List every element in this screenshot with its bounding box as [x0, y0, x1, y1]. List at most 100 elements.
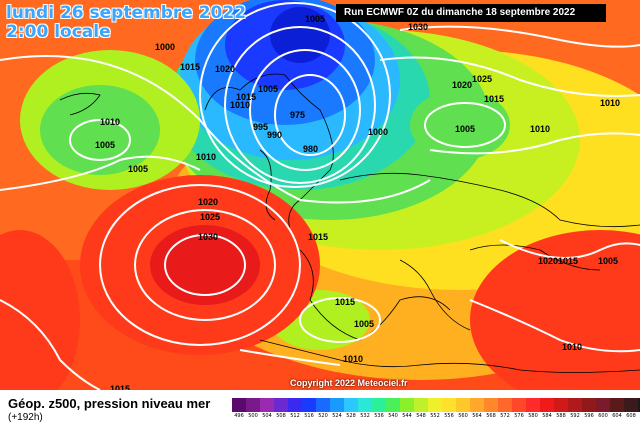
- scale-swatch: [512, 398, 526, 412]
- scale-swatch: [526, 398, 540, 412]
- isobar-label: 1030: [408, 22, 428, 32]
- scale-swatch: [624, 398, 638, 412]
- scale-value-label: 560: [458, 413, 468, 419]
- scale-value-label: 604: [612, 413, 622, 419]
- scale-value-label: 508: [276, 413, 286, 419]
- scale-value-label: 572: [500, 413, 510, 419]
- scale-value-label: 600: [598, 413, 608, 419]
- scale-value-label: 516: [304, 413, 314, 419]
- scale-value-label: 532: [360, 413, 370, 419]
- scale-value-label: 524: [332, 413, 342, 419]
- isobar-label: 990: [267, 130, 282, 140]
- isobar-label: 1010: [196, 152, 216, 162]
- isobar-label: 1020: [198, 197, 218, 207]
- isobar-label: 1015: [110, 384, 130, 390]
- color-scale: [232, 398, 640, 412]
- isobar-label: 1020: [215, 64, 235, 74]
- scale-value-label: 608: [626, 413, 636, 419]
- scale-swatch: [260, 398, 274, 412]
- scale-swatch: [638, 398, 640, 412]
- scale-value-label: 556: [444, 413, 454, 419]
- scale-swatch: [344, 398, 358, 412]
- scale-swatch: [246, 398, 260, 412]
- scale-value-label: 564: [472, 413, 482, 419]
- isobar-label: 1005: [354, 319, 374, 329]
- scale-swatch: [442, 398, 456, 412]
- scale-value-label: 568: [486, 413, 496, 419]
- scale-swatch: [372, 398, 386, 412]
- scale-swatch: [470, 398, 484, 412]
- scale-swatch: [414, 398, 428, 412]
- scale-swatch: [610, 398, 624, 412]
- scale-swatch: [456, 398, 470, 412]
- isobar-label: 1005: [258, 84, 278, 94]
- map-canvas: 1005 1000 1010 1015 1020 1005 975 995 99…: [0, 0, 640, 390]
- scale-swatch: [498, 398, 512, 412]
- scale-swatch: [540, 398, 554, 412]
- scale-swatch: [274, 398, 288, 412]
- scale-value-label: 500: [248, 413, 258, 419]
- scale-value-label: 540: [388, 413, 398, 419]
- scale-value-label: 504: [262, 413, 272, 419]
- scale-swatch: [400, 398, 414, 412]
- isobar-label: 1030: [198, 232, 218, 242]
- scale-value-label: 596: [584, 413, 594, 419]
- scale-swatch: [428, 398, 442, 412]
- isobar-label: 1005: [598, 256, 618, 266]
- isobar-label: 1020: [538, 256, 558, 266]
- scale-value-label: 592: [570, 413, 580, 419]
- scale-swatch: [582, 398, 596, 412]
- scale-swatch: [554, 398, 568, 412]
- scale-swatch: [386, 398, 400, 412]
- isobar-label: 1005: [305, 14, 325, 24]
- isobar-label: 1005: [95, 140, 115, 150]
- legend-title: Géop. z500, pression niveau mer: [8, 396, 211, 411]
- scale-value-label: 580: [528, 413, 538, 419]
- scale-value-label: 584: [542, 413, 552, 419]
- scale-value-label: 520: [318, 413, 328, 419]
- isobar-label: 1015: [308, 232, 328, 242]
- isobar-label: 1015: [236, 92, 256, 102]
- isobar-label: 1010: [100, 117, 120, 127]
- scale-swatch: [484, 398, 498, 412]
- isobar-label: 975: [290, 110, 305, 120]
- isobar-label: 1025: [200, 212, 220, 222]
- scale-value-label: 496: [234, 413, 244, 419]
- scale-value-label: 528: [346, 413, 356, 419]
- scale-value-label: 548: [416, 413, 426, 419]
- isobar-label: 1000: [368, 127, 388, 137]
- isobar-label: 1015: [484, 94, 504, 104]
- isobar-label: 1010: [562, 342, 582, 352]
- forecast-date: lundi 26 septembre 2022: [6, 3, 247, 23]
- isobar-label: 1015: [558, 256, 578, 266]
- color-scale-labels: 496 500 504 508 512 516 520 524 528 532 536 540 544 5…: [232, 413, 640, 419]
- isobar-label: 995: [253, 122, 268, 132]
- scale-swatch: [232, 398, 246, 412]
- scale-swatch: [568, 398, 582, 412]
- copyright-notice: Copyright 2022 Meteociel.fr: [290, 378, 408, 388]
- weather-map: 1005 1000 1010 1015 1020 1005 975 995 99…: [0, 0, 640, 390]
- isobar-label: 1005: [455, 124, 475, 134]
- forecast-time: 2:00 locale: [6, 22, 111, 42]
- isobar-label: 980: [303, 144, 318, 154]
- isobar-label: 1010: [343, 354, 363, 364]
- run-info-box: Run ECMWF 0Z du dimanche 18 septembre 20…: [336, 4, 606, 22]
- scale-value-label: 512: [290, 413, 300, 419]
- scale-swatch: [302, 398, 316, 412]
- isobar-label: 1015: [335, 297, 355, 307]
- forecast-date-title: lundi 26 septembre 2022 2:00 locale: [6, 4, 246, 42]
- low-pressure-core: [270, 7, 330, 63]
- isobar-label: 1010: [530, 124, 550, 134]
- scale-value-label: 576: [514, 413, 524, 419]
- scale-value-label: 536: [374, 413, 384, 419]
- isobar-label: 1015: [180, 62, 200, 72]
- isobar-label: 1000: [155, 42, 175, 52]
- isobar-label: 1005: [128, 164, 148, 174]
- isobar-label: 1025: [472, 74, 492, 84]
- isobar-label: 1010: [230, 100, 250, 110]
- scale-swatch: [330, 398, 344, 412]
- isobar-label: 1010: [600, 98, 620, 108]
- isobar-label: 1020: [452, 80, 472, 90]
- scale-value-label: 552: [430, 413, 440, 419]
- scale-swatch: [596, 398, 610, 412]
